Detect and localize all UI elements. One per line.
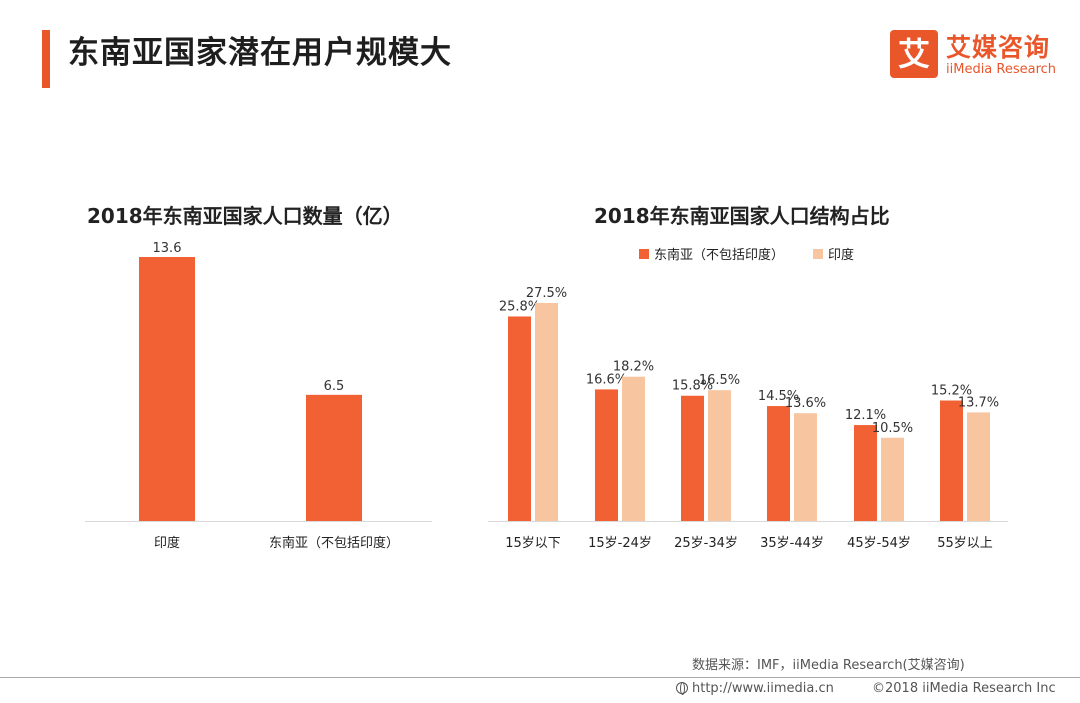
right-value-label-s0-2: 15.8% <box>672 379 713 394</box>
data-source: 数据来源：IMF，iiMedia Research(艾媒咨询) <box>692 658 965 673</box>
iimedia-logo: 艾 艾媒咨询 iiMedia Research <box>890 28 1060 82</box>
right-category-label-3: 35岁-44岁 <box>760 536 824 551</box>
right-bar-s0-0 <box>508 316 531 521</box>
left-value-label-0: 13.6 <box>153 241 182 256</box>
legend-label-0: 东南亚（不包括印度） <box>654 247 784 263</box>
right-bar-s1-3 <box>794 413 817 521</box>
right-bar-s0-3 <box>767 406 790 521</box>
right-category-label-0: 15岁以下 <box>505 536 561 551</box>
right-category-label-2: 25岁-34岁 <box>674 536 738 551</box>
right-category-label-5: 55岁以上 <box>937 536 993 551</box>
right-bar-s0-2 <box>681 395 704 521</box>
right-category-label-4: 45岁-54岁 <box>847 536 911 551</box>
left-category-label-0: 印度 <box>154 535 180 551</box>
right-bar-s0-1 <box>595 389 618 521</box>
right-value-label-s0-4: 12.1% <box>845 408 886 423</box>
right-bar-s0-5 <box>940 400 963 521</box>
left-chart-title: 2018年东南亚国家人口数量（亿） <box>87 204 403 228</box>
right-value-label-s0-0: 25.8% <box>499 299 540 314</box>
logo-cn-text: 艾媒咨询 <box>946 33 1051 62</box>
right-value-label-s0-3: 14.5% <box>758 389 799 404</box>
footer-divider <box>0 677 1080 678</box>
right-category-label-1: 15岁-24岁 <box>588 536 652 551</box>
right-value-label-s1-4: 10.5% <box>872 421 913 436</box>
footer-url[interactable]: http://www.iimedia.cn <box>676 681 834 696</box>
legend-swatch-1 <box>813 249 823 259</box>
right-bar-s1-0 <box>535 303 558 521</box>
left-bar-0 <box>139 257 195 521</box>
right-value-label-s0-5: 15.2% <box>931 384 972 399</box>
right-value-label-s1-0: 27.5% <box>526 286 567 301</box>
page-title: 东南亚国家潜在用户规模大 <box>68 35 452 71</box>
footer-copyright: ©2018 iiMedia Research Inc <box>872 681 1056 696</box>
globe-icon <box>676 682 688 695</box>
right-bar-s1-2 <box>708 390 731 521</box>
right-value-label-s1-3: 13.6% <box>785 396 826 411</box>
legend-swatch-0 <box>639 249 649 259</box>
right-value-label-s1-2: 16.5% <box>699 373 740 388</box>
logo-icon: 艾 <box>890 30 938 78</box>
right-bar-s1-4 <box>881 437 904 521</box>
right-bar-s1-5 <box>967 412 990 521</box>
left-value-label-1: 6.5 <box>324 379 345 394</box>
right-bar-s1-1 <box>622 376 645 521</box>
title-accent-bar <box>42 30 50 88</box>
right-bar-s0-4 <box>854 425 877 521</box>
right-value-label-s0-1: 16.6% <box>586 372 627 387</box>
right-chart-title: 2018年东南亚国家人口结构占比 <box>594 204 890 228</box>
right-value-label-s1-5: 13.7% <box>958 395 999 410</box>
right-value-label-s1-1: 18.2% <box>613 360 654 375</box>
footer-url-text[interactable]: http://www.iimedia.cn <box>692 681 834 696</box>
left-category-label-1: 东南亚（不包括印度） <box>269 535 399 551</box>
logo-en-text: iiMedia Research <box>946 62 1057 77</box>
left-bar-1 <box>306 394 362 521</box>
legend-label-1: 印度 <box>828 247 854 263</box>
